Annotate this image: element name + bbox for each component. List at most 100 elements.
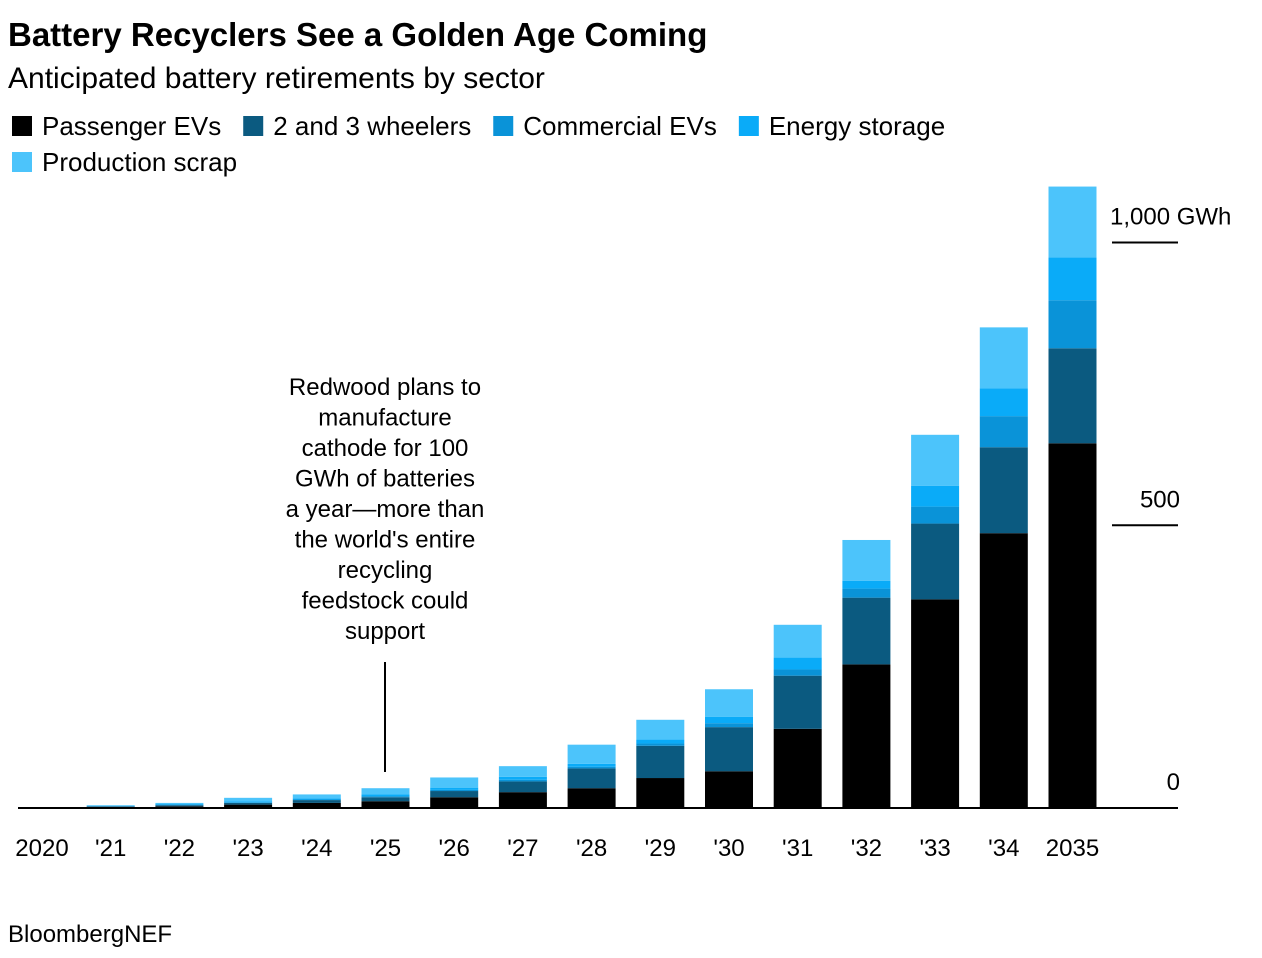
bar-segment: [567, 788, 616, 808]
x-tick-label: '33: [919, 835, 950, 862]
bar-segment: [911, 506, 960, 524]
legend-label: Passenger EVs: [42, 111, 221, 141]
bar-segment: [1048, 186, 1097, 258]
bar-segment: [292, 799, 341, 801]
bar-segment: [498, 792, 547, 808]
bar-segment: [911, 599, 960, 808]
bar-segment: [498, 766, 547, 777]
legend-label: 2 and 3 wheelers: [273, 111, 471, 141]
bar-segment: [705, 689, 753, 717]
bar-segment: [361, 788, 410, 795]
x-tick-label: 2020: [15, 835, 68, 862]
bar-segment: [86, 805, 135, 806]
bar-segment: [842, 580, 891, 589]
bar-segment: [155, 802, 204, 805]
bar-segment: [636, 739, 685, 744]
annotation-text: a year—more than: [286, 496, 485, 523]
bar-segment: [292, 798, 341, 800]
bar-segment: [567, 766, 616, 769]
bar-segment: [636, 778, 685, 808]
y-tick-label: 0: [1167, 769, 1180, 796]
bar-segment: [1048, 348, 1097, 444]
x-tick-label: '23: [232, 835, 263, 862]
bar-segment: [1048, 443, 1097, 808]
annotation-text: manufacture: [318, 405, 451, 432]
annotation-text: the world's entire: [295, 527, 476, 554]
bar-segment: [842, 588, 891, 598]
bar-segment: [498, 781, 547, 793]
bar-segment: [842, 539, 891, 581]
x-tick-label: '27: [507, 835, 538, 862]
bar-segment: [361, 797, 410, 802]
legend-swatch: [12, 116, 32, 136]
bar-segment: [155, 806, 204, 808]
bar-segment: [292, 802, 341, 808]
x-tick-label: '22: [164, 835, 195, 862]
x-tick-label: '26: [439, 835, 470, 862]
annotation-text: Redwood plans to: [289, 374, 481, 401]
x-tick-label: '31: [782, 835, 813, 862]
bar-segment: [979, 327, 1028, 389]
bar-segment: [224, 797, 273, 802]
bar-segment: [705, 771, 753, 808]
legend-label: Energy storage: [769, 111, 945, 141]
bar-segment: [361, 794, 410, 797]
bar-segment: [498, 776, 547, 780]
legend-swatch: [738, 116, 759, 136]
bar-segment: [430, 789, 479, 792]
y-tick-label: 1,000 GWh: [1110, 204, 1231, 231]
bar-segment: [155, 804, 204, 806]
bar-segment: [705, 723, 753, 728]
bar-segment: [567, 768, 616, 789]
x-tick-label: '28: [576, 835, 607, 862]
bar-segment: [1048, 300, 1097, 349]
bar-segment: [773, 669, 822, 676]
bar-segment: [636, 745, 685, 779]
bar-segment: [773, 657, 822, 670]
annotation-text: GWh of batteries: [295, 466, 475, 493]
bar-segment: [155, 805, 204, 807]
bar-segment: [224, 802, 273, 805]
bar-segment: [86, 806, 135, 808]
bar-segment: [567, 763, 616, 767]
bar-segment: [979, 416, 1028, 448]
bar-segment: [498, 779, 547, 782]
bar-segment: [773, 675, 822, 729]
x-tick-label: 2035: [1046, 835, 1099, 862]
x-tick-label: '32: [851, 835, 882, 862]
x-tick-label: '24: [301, 835, 332, 862]
x-tick-label: '25: [370, 835, 401, 862]
bar-segment: [911, 434, 960, 486]
legend-swatch: [493, 116, 514, 136]
bar-segment: [705, 727, 753, 772]
bar-segment: [842, 597, 891, 665]
source: BloombergNEF: [8, 921, 172, 948]
legend-label: Production scrap: [42, 147, 237, 177]
bar-segment: [292, 794, 341, 799]
bar-segment: [430, 787, 479, 790]
bar-segment: [773, 624, 822, 658]
bar-segment: [979, 447, 1028, 534]
chart-title: Battery Recyclers See a Golden Age Comin…: [8, 16, 707, 53]
legend-label: Commercial EVs: [523, 111, 717, 141]
annotation-text: support: [345, 618, 425, 645]
x-tick-label: '30: [713, 835, 744, 862]
bar-segment: [1048, 257, 1097, 301]
annotation-text: cathode for 100: [302, 435, 469, 462]
y-tick-label: 500: [1140, 486, 1180, 513]
annotation-text: recycling: [338, 557, 433, 584]
bar-segment: [361, 801, 410, 808]
chart-subtitle: Anticipated battery retirements by secto…: [8, 62, 545, 95]
legend-swatch: [243, 116, 264, 136]
bar-segment: [361, 796, 410, 798]
bar-segment: [979, 533, 1028, 808]
bar-segment: [430, 797, 479, 808]
bar-segment: [705, 716, 753, 724]
bar-segment: [224, 802, 273, 803]
bar-segment: [911, 485, 960, 507]
bar-segment: [567, 744, 616, 764]
x-tick-label: '21: [95, 835, 126, 862]
bar-segment: [292, 800, 341, 803]
bar-segment: [224, 804, 273, 808]
bar-segment: [773, 728, 822, 808]
